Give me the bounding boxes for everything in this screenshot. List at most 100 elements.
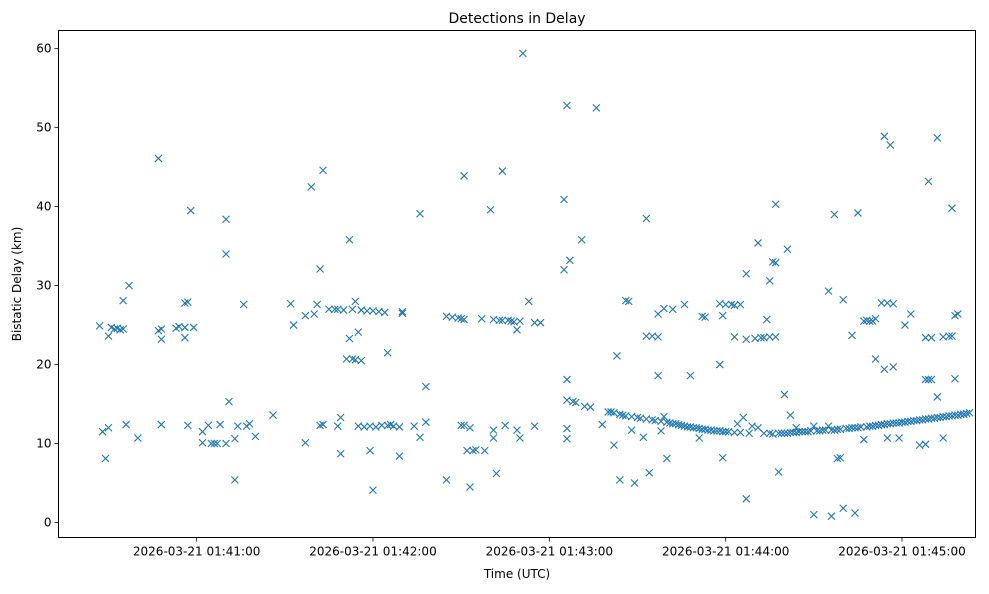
data-point (345, 235, 354, 244)
data-point (316, 421, 324, 430)
data-point (421, 382, 430, 391)
plot-frame (58, 30, 976, 538)
data-point (859, 435, 868, 444)
data-point (771, 200, 780, 209)
data-point (230, 475, 239, 484)
data-point (921, 375, 930, 384)
data-point (965, 408, 974, 417)
data-point (410, 422, 419, 431)
data-point (95, 321, 104, 330)
plot-area (95, 49, 974, 521)
data-point (183, 298, 192, 307)
data-point (698, 312, 707, 321)
data-point (745, 429, 754, 438)
data-point (568, 397, 577, 406)
data-point (204, 421, 213, 430)
data-point (245, 419, 254, 428)
data-point (886, 141, 895, 149)
data-point (848, 331, 856, 340)
data-point (895, 434, 903, 442)
data-point (577, 235, 586, 244)
data-point (571, 398, 580, 407)
data-point (771, 333, 780, 341)
data-point (621, 296, 630, 305)
data-point (289, 321, 298, 329)
data-point (774, 429, 783, 438)
data-point (927, 375, 936, 384)
data-point (783, 245, 792, 254)
data-point (660, 304, 668, 313)
data-point (677, 421, 686, 430)
data-point (953, 310, 962, 318)
data-point (948, 204, 956, 213)
data-point (457, 421, 466, 430)
data-point (830, 210, 839, 219)
data-point (198, 427, 207, 436)
data-point (560, 195, 568, 204)
data-point (316, 265, 324, 273)
data-point (489, 434, 498, 442)
data-point (377, 421, 386, 430)
data-point (607, 408, 615, 416)
data-point (686, 371, 695, 380)
data-point (366, 446, 374, 455)
data-point (116, 325, 125, 334)
data-point (645, 468, 654, 477)
data-point (442, 475, 451, 484)
data-point (856, 423, 865, 431)
data-point (222, 439, 230, 448)
data-point (530, 318, 539, 327)
data-point (313, 300, 322, 309)
axes: 2026-03-21 01:41:00 2026-03-21 01:42:00 20… (36, 42, 966, 559)
x-tick-label: 2026-03-21 01:42:00 (309, 545, 436, 559)
data-point (748, 422, 757, 431)
data-point (486, 205, 495, 214)
data-point (198, 438, 207, 447)
data-point (239, 300, 248, 309)
data-point (466, 483, 474, 491)
data-point (948, 332, 956, 341)
data-point (777, 429, 786, 438)
data-point (727, 300, 736, 309)
data-point (269, 411, 277, 419)
data-point (513, 426, 521, 434)
data-point (627, 426, 636, 434)
data-point (342, 355, 351, 363)
data-point (330, 305, 339, 314)
data-point (383, 348, 392, 357)
data-point (518, 49, 527, 58)
data-point (730, 428, 739, 437)
data-point (104, 332, 113, 341)
data-point (319, 420, 327, 429)
data-point (824, 287, 833, 295)
data-point (701, 313, 709, 322)
data-point (319, 166, 327, 175)
data-point (671, 419, 680, 428)
data-point (336, 449, 345, 458)
y-tick-label: 30 (36, 279, 51, 293)
data-point (721, 427, 730, 436)
x-tick-label: 2026-03-21 01:45:00 (838, 545, 965, 559)
data-point (762, 315, 771, 324)
data-point (507, 317, 516, 326)
data-point (598, 420, 607, 429)
data-point (492, 469, 501, 478)
data-point (180, 323, 189, 332)
data-point (380, 308, 389, 317)
data-point (877, 299, 886, 307)
data-point (945, 332, 953, 341)
data-point (615, 410, 624, 419)
data-point (730, 333, 739, 341)
data-point (880, 132, 889, 141)
data-point (718, 427, 727, 436)
data-point (827, 512, 836, 521)
data-point (851, 509, 859, 517)
data-point (733, 419, 742, 428)
data-point (613, 351, 621, 360)
data-point (119, 296, 128, 305)
data-point (718, 311, 727, 320)
data-point (710, 426, 718, 435)
data-point (654, 371, 662, 380)
data-point (921, 333, 930, 342)
data-point (854, 209, 862, 217)
